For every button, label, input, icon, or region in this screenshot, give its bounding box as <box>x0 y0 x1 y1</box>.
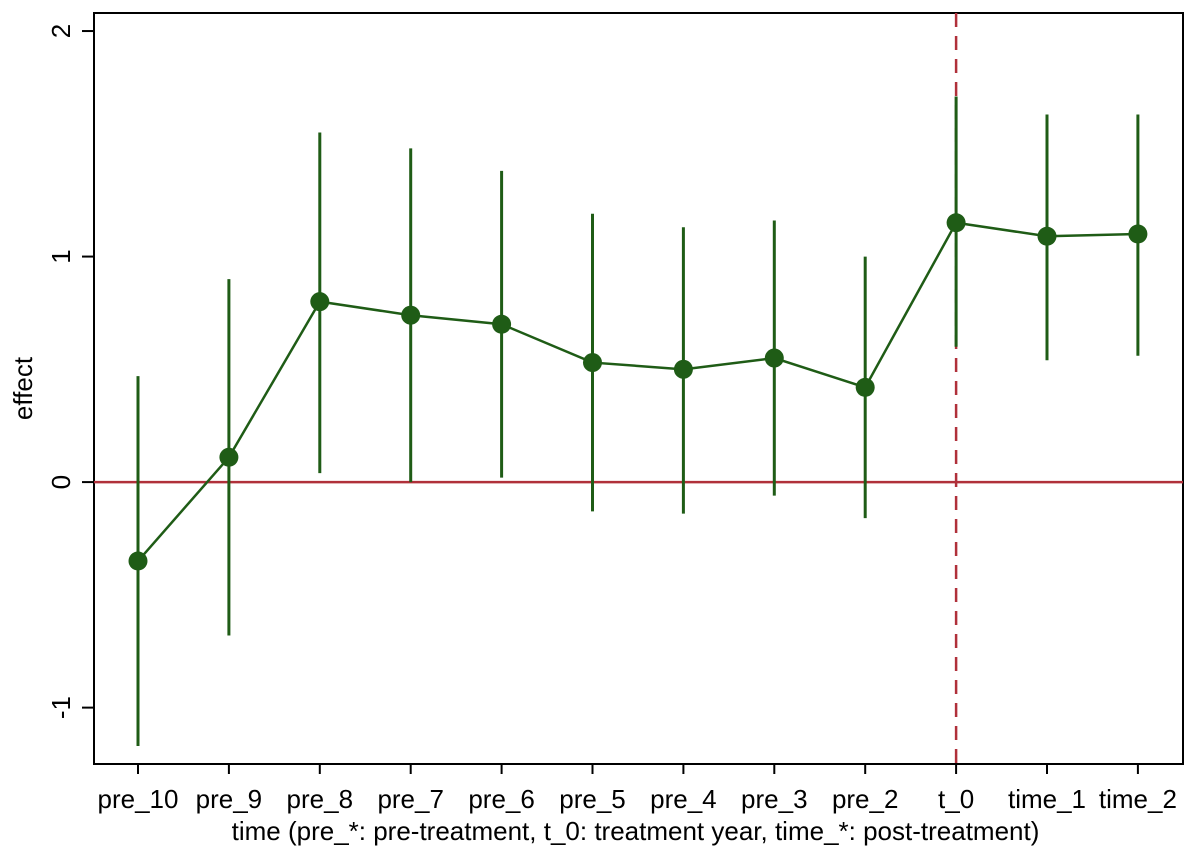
y-tick-label: 1 <box>46 249 76 263</box>
x-axis: pre_10 pre_9 pre_8 pre_7 pre_6 pre_5 pre_4 pre_… <box>98 764 1177 814</box>
x-tick-label: t_0 <box>938 784 974 814</box>
data-point <box>764 348 784 368</box>
x-tick-label: pre_9 <box>196 784 263 814</box>
x-axis-title: time (pre_*: pre-treatment, t_0: treatme… <box>232 816 1040 846</box>
data-point <box>583 353 602 373</box>
data-point <box>1037 226 1057 246</box>
confidence-intervals <box>136 96 1140 746</box>
x-tick-label: pre_7 <box>377 784 444 814</box>
x-tick-label: time_1 <box>1008 784 1086 814</box>
x-tick-label: time_2 <box>1099 784 1177 814</box>
data-point <box>401 305 421 325</box>
data-point <box>946 213 966 233</box>
x-tick-label: pre_3 <box>741 784 808 814</box>
y-axis-title: effect <box>8 356 38 420</box>
x-tick-label: pre_4 <box>650 784 717 814</box>
plot-frame <box>93 12 1184 765</box>
y-axis: -1 0 1 2 <box>46 24 94 719</box>
x-tick-label: pre_2 <box>832 784 899 814</box>
x-tick-label: pre_10 <box>98 784 179 814</box>
x-tick-label: pre_6 <box>468 784 535 814</box>
data-point <box>492 314 512 334</box>
effect-points <box>128 213 1148 571</box>
data-point <box>219 447 239 467</box>
y-tick-label: 2 <box>46 24 76 38</box>
effect-series-line <box>137 221 1138 562</box>
x-tick-label: pre_5 <box>559 784 626 814</box>
y-tick-label: 0 <box>46 475 76 489</box>
data-point <box>310 292 330 312</box>
data-point <box>1128 224 1148 244</box>
data-point <box>855 377 875 397</box>
x-tick-label: pre_8 <box>287 784 354 814</box>
y-tick-label: -1 <box>46 696 76 719</box>
data-point <box>673 359 693 379</box>
data-point <box>128 551 148 571</box>
